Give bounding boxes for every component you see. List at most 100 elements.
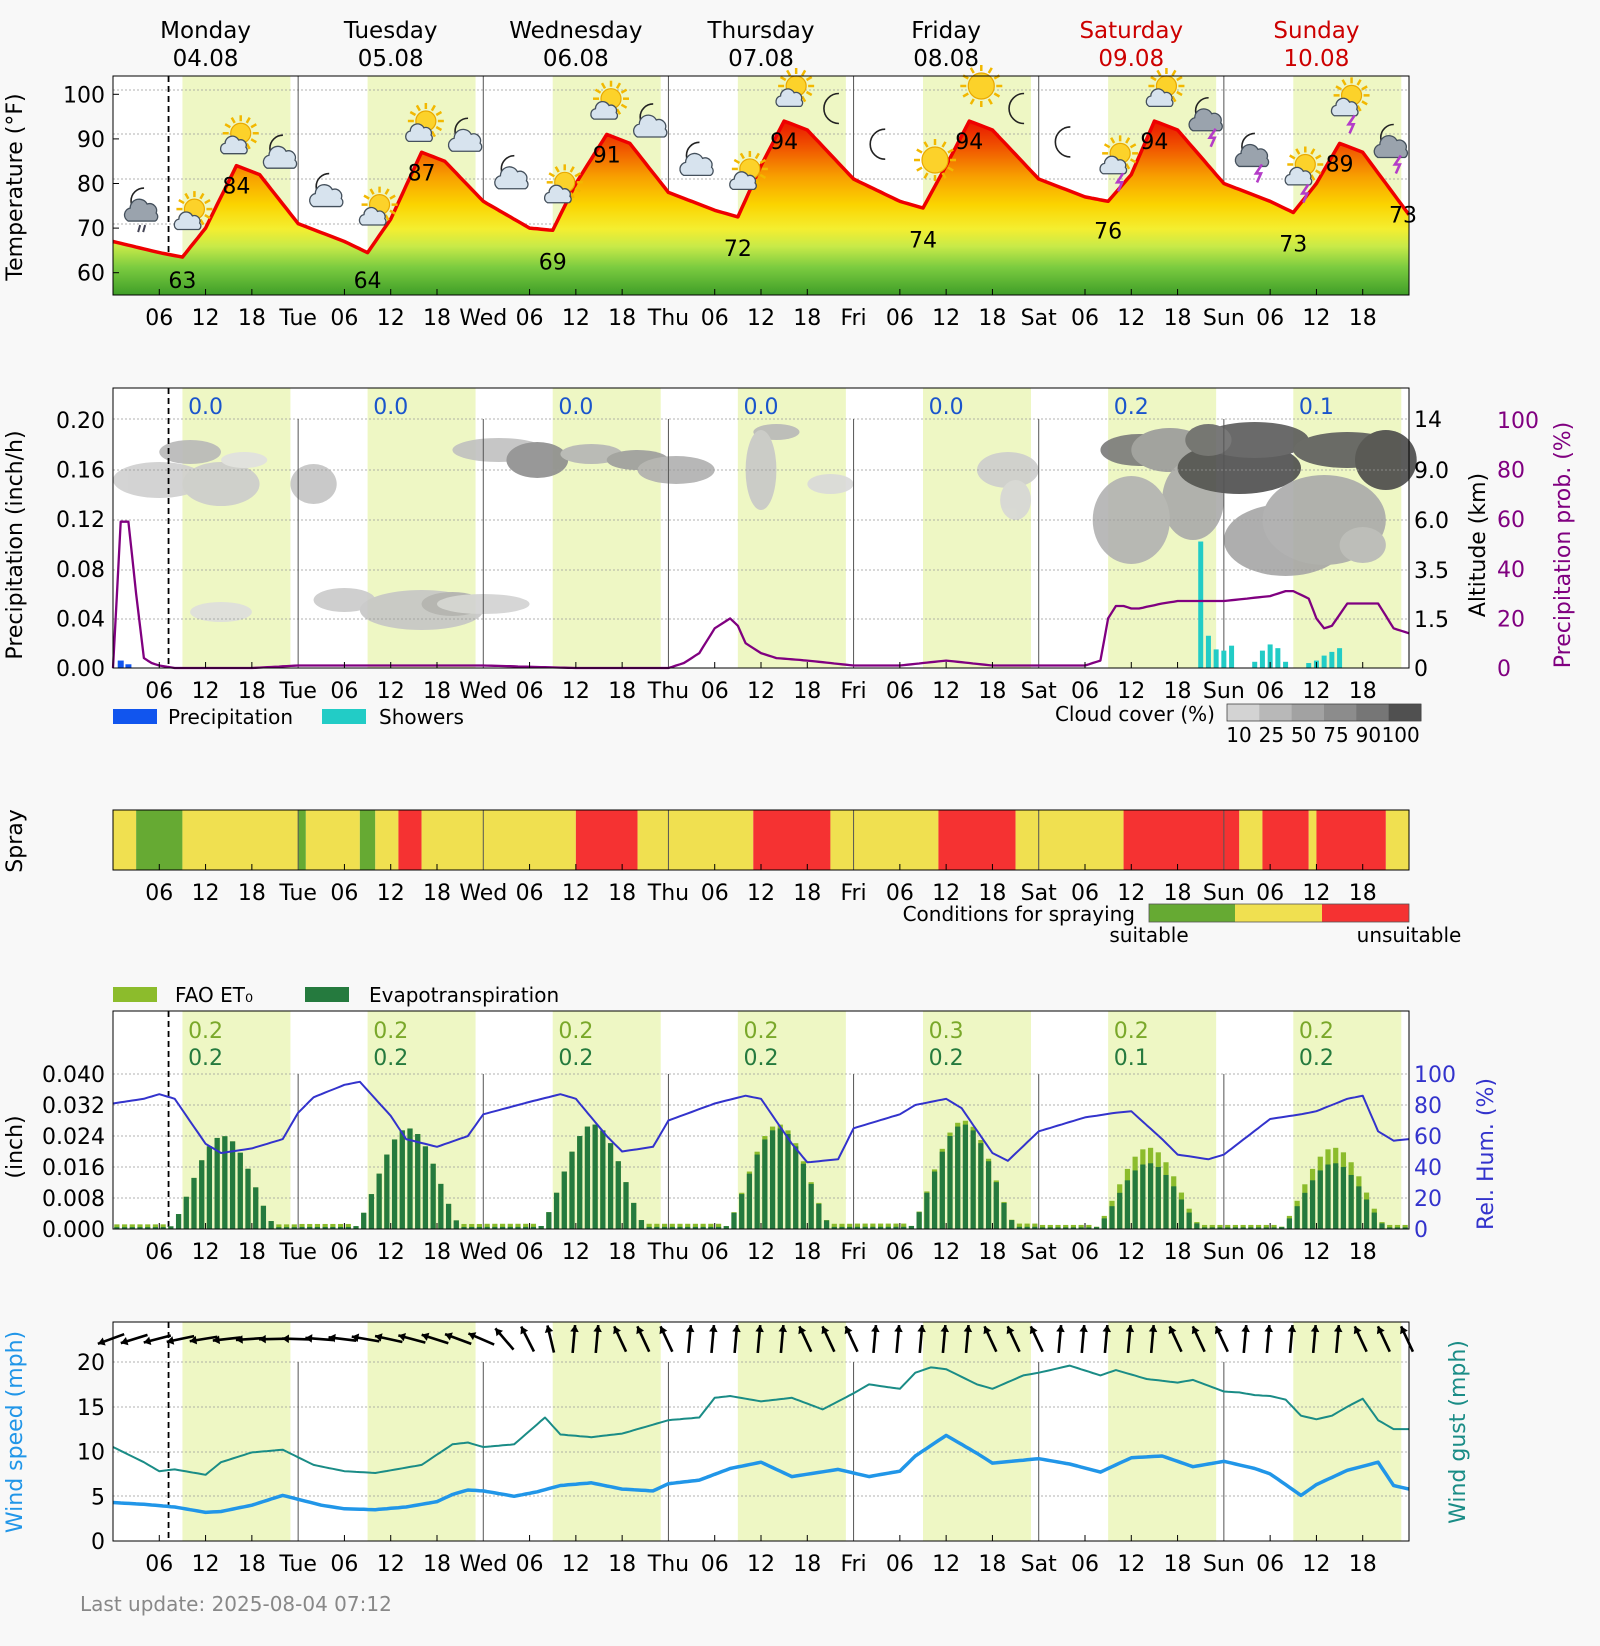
x-tick-day: Sat xyxy=(1021,679,1057,704)
humidity-axis: 100 80 60 40 20 0 xyxy=(1414,1063,1456,1243)
sun-ray xyxy=(786,69,792,77)
evap-bar xyxy=(1294,1206,1300,1229)
x-tick-label: 12 xyxy=(747,306,775,331)
wind-arrow-head xyxy=(544,1325,554,1333)
day-name: Wednesday xyxy=(509,18,642,44)
moon-cloud-icon xyxy=(679,141,714,176)
x-tick-label: 06 xyxy=(1256,1240,1284,1265)
grid xyxy=(297,810,1225,870)
x-tick-label: 18 xyxy=(793,679,821,704)
wind-arrow-head xyxy=(798,1326,807,1335)
x-tick-label: 06 xyxy=(516,1240,544,1265)
daily-fao-total: 0.2 xyxy=(188,1019,223,1044)
daily-evap-total: 0.2 xyxy=(188,1046,223,1071)
y-tick-label: 90 xyxy=(77,128,105,153)
x-tick-label: 12 xyxy=(377,1240,405,1265)
shower-bar xyxy=(1221,650,1227,668)
fao-bar xyxy=(677,1223,683,1229)
evap-bar xyxy=(1163,1174,1169,1229)
wind-arrow-head xyxy=(709,1325,718,1333)
fao-bar xyxy=(901,1223,907,1229)
wind-arrow-head xyxy=(120,1337,129,1346)
evap-bar xyxy=(939,1151,945,1229)
sun-ray xyxy=(1125,137,1131,144)
x-tick-label: 18 xyxy=(1164,679,1192,704)
sun-ray xyxy=(430,104,436,112)
fao-bar xyxy=(885,1223,891,1229)
temperature-extreme-label: 84 xyxy=(222,175,250,200)
evap-bar xyxy=(283,1227,290,1229)
sun-disc xyxy=(921,146,949,174)
evap-bar xyxy=(368,1194,375,1229)
moon-cloud-icon xyxy=(494,154,529,190)
probability-tick: 40 xyxy=(1497,558,1525,583)
cloud-cover-blob xyxy=(182,462,260,506)
legend-fao-swatch xyxy=(113,987,157,1002)
evap-bar xyxy=(746,1173,753,1229)
cloud-shape xyxy=(447,128,483,152)
fao-bar xyxy=(1248,1224,1254,1229)
wind-arrow-icon xyxy=(1168,1325,1183,1353)
wind-arrow-head xyxy=(1168,1326,1177,1335)
x-tick-day: Tue xyxy=(278,306,317,331)
evap-bar xyxy=(1371,1212,1377,1229)
evap-bar xyxy=(538,1226,544,1229)
cloud-legend-swatch xyxy=(1227,704,1260,721)
wind-arrow-head xyxy=(593,1325,602,1333)
x-tick-label: 06 xyxy=(701,679,729,704)
daily-evap-totals: 0.2 0.2 0.2 0.2 0.3 0.2 0.20.2 0.2 0.2 0.2 0.2 0.1 0… xyxy=(188,1019,1334,1071)
wind-arrow-icon xyxy=(798,1325,813,1353)
lightning-bolt xyxy=(1207,128,1217,148)
wind-speed-line xyxy=(112,1433,1410,1515)
spray-segment-moderate xyxy=(1308,810,1317,870)
wind-arrow-icon xyxy=(1125,1324,1135,1354)
temperature-extreme-label: 73 xyxy=(1279,233,1307,258)
sun-ray xyxy=(1129,143,1137,149)
spray-segment-moderate xyxy=(375,810,399,870)
wind-arrow-icon xyxy=(1006,1325,1021,1353)
evap-bar xyxy=(777,1128,783,1229)
evap-bar xyxy=(1333,1163,1339,1229)
humidity-tick: 80 xyxy=(1414,1094,1442,1119)
y-tick-label: 100 xyxy=(63,83,105,108)
evap-bar xyxy=(561,1171,567,1229)
x-tick-label: 18 xyxy=(793,1240,821,1265)
fao-bar xyxy=(507,1223,513,1229)
evap-y-axis: 0.040 0.032 0.024 0.016 0.008 0.000 xyxy=(42,1063,105,1243)
wind-y-axis: 20 15 10 5 0 xyxy=(77,1351,105,1555)
wind-arrow-icon xyxy=(1214,1325,1229,1353)
sun-ray xyxy=(389,209,396,215)
x-tick-label: 12 xyxy=(562,1552,590,1577)
wind-arrow-head xyxy=(1333,1325,1343,1333)
sun-ray xyxy=(615,82,622,89)
x-tick-day: Thu xyxy=(647,679,689,704)
evap-bar xyxy=(1402,1227,1408,1229)
x-tick-label: 12 xyxy=(1117,1240,1145,1265)
wind-arrow-icon xyxy=(1029,1325,1044,1353)
evap-bar xyxy=(1387,1227,1393,1229)
sun-ray xyxy=(184,192,190,200)
temperature-extreme-label: 76 xyxy=(1094,219,1122,244)
evap-bar xyxy=(553,1192,560,1229)
fao-bar xyxy=(1255,1224,1262,1229)
fao-bar xyxy=(1078,1224,1084,1229)
evap-bar xyxy=(1286,1218,1293,1229)
sun-cloud-icon xyxy=(543,164,583,204)
evap-bar xyxy=(222,1136,228,1229)
evap-bar xyxy=(893,1226,899,1229)
spray-segment-suitable xyxy=(298,810,306,870)
shower-bar xyxy=(1213,649,1219,668)
cloud-cover-blob xyxy=(1000,480,1031,520)
daylight-band xyxy=(552,1322,661,1541)
sun-ray xyxy=(230,117,236,124)
cloud-cover-blob xyxy=(190,602,252,622)
evap-bar xyxy=(353,1226,359,1229)
x-tick-label: 06 xyxy=(330,679,358,704)
x-tick-label: 12 xyxy=(932,1552,960,1577)
wind-arrow-head xyxy=(1241,1325,1250,1333)
evap-bar xyxy=(276,1227,282,1229)
cloud-cover-blob xyxy=(1092,476,1170,564)
fao-bar xyxy=(299,1223,305,1229)
x-tick-label: 12 xyxy=(377,679,405,704)
wind-arrow-icon xyxy=(1148,1324,1158,1354)
